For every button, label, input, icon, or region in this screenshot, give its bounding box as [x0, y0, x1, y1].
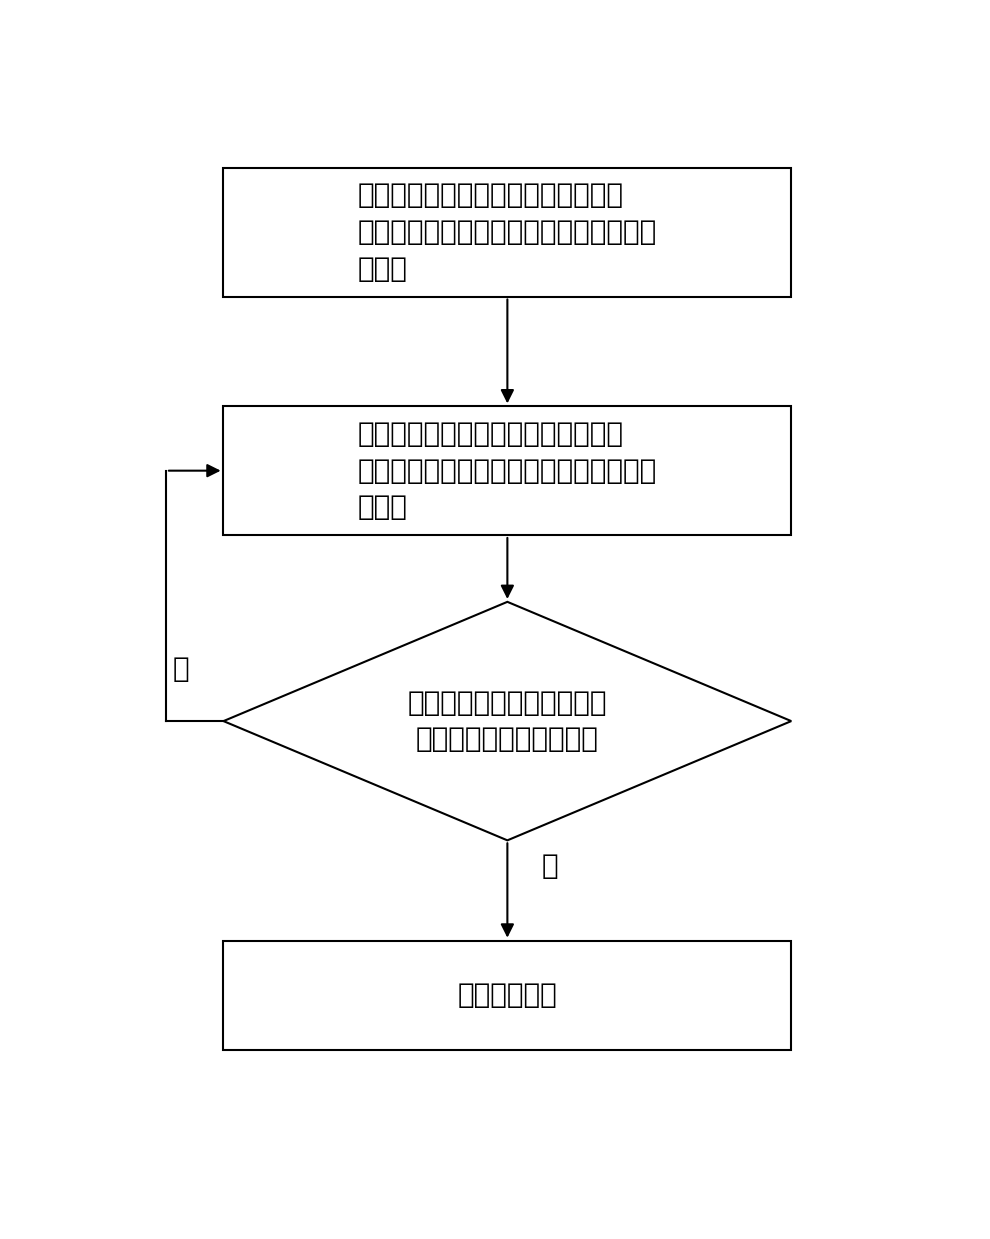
Polygon shape: [224, 602, 791, 840]
Bar: [224, 940, 791, 1051]
Text: 得到聚类结果: 得到聚类结果: [457, 981, 557, 1010]
Text: 根据最新计算得到的二个聚
类准则函数判断是否收敛: 根据最新计算得到的二个聚 类准则函数判断是否收敛: [408, 689, 607, 753]
Bar: [224, 406, 791, 535]
Text: 选取初始聚类中心，依据初始聚类中
心对图像像素点进行划分，并计算聚类准
则函数: 选取初始聚类中心，依据初始聚类中 心对图像像素点进行划分，并计算聚类准 则函数: [357, 181, 657, 282]
Text: 更新聚类中心，依据更新后的聚类中
心对图像像素点进行划分，并计算聚类准
则函数: 更新聚类中心，依据更新后的聚类中 心对图像像素点进行划分，并计算聚类准 则函数: [357, 420, 657, 522]
Text: 否: 否: [173, 654, 190, 683]
Text: 是: 是: [542, 852, 558, 880]
Bar: [224, 167, 791, 296]
